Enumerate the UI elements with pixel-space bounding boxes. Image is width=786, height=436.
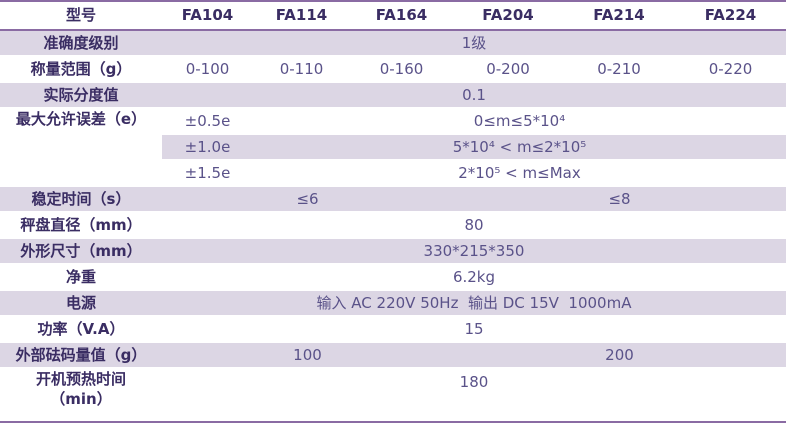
net-weight-label: 净重 — [0, 263, 162, 291]
row-division-value: 实际分度值 0.1 — [0, 81, 786, 109]
stability-time-high: ≤8 — [453, 185, 786, 213]
net-weight-value: 6.2kg — [162, 263, 786, 291]
spec-table: 型号 FA104 FA114 FA164 FA204 FA214 FA224 准… — [0, 0, 786, 423]
range-fa104: 0-100 — [162, 55, 253, 83]
max-error-condition-3: 2*10⁵ < m≤Max — [253, 159, 786, 187]
external-weight-low: 100 — [162, 341, 453, 369]
row-max-error-1: 最大允许误差（e） ±0.5e 0≤m≤5*10⁴ — [0, 107, 786, 187]
range-fa164: 0-160 — [350, 55, 453, 83]
power-rating-value: 15 — [162, 315, 786, 343]
stability-time-low: ≤6 — [162, 185, 453, 213]
row-power-rating: 功率（V.A） 15 — [0, 315, 786, 343]
power-supply-value: 输入 AC 220V 50Hz 输出 DC 15V 1000mA — [162, 289, 786, 317]
stability-time-label: 稳定时间（s） — [0, 185, 162, 213]
header-model-fa164: FA164 — [350, 1, 453, 31]
header-model-fa224: FA224 — [675, 1, 786, 31]
pan-diameter-label: 秤盘直径（mm） — [0, 211, 162, 239]
weighing-range-label: 称量范围（g） — [0, 55, 162, 83]
row-net-weight: 净重 6.2kg — [0, 263, 786, 291]
row-warmup-time: 开机预热时间 （min） 180 — [0, 367, 786, 423]
dimensions-label: 外形尺寸（mm） — [0, 237, 162, 265]
max-error-tolerance-1: ±0.5e — [162, 107, 253, 135]
power-rating-label: 功率（V.A） — [0, 315, 162, 343]
header-model-fa214: FA214 — [563, 1, 675, 31]
dimensions-value: 330*215*350 — [162, 237, 786, 265]
row-power-supply: 电源 输入 AC 220V 50Hz 输出 DC 15V 1000mA — [0, 289, 786, 317]
range-fa204: 0-200 — [453, 55, 563, 83]
accuracy-class-value: 1级 — [162, 29, 786, 57]
external-weight-high: 200 — [453, 341, 786, 369]
row-weighing-range: 称量范围（g） 0-100 0-110 0-160 0-200 0-210 0-… — [0, 55, 786, 83]
row-stability-time: 稳定时间（s） ≤6 ≤8 — [0, 185, 786, 213]
max-error-condition-1: 0≤m≤5*10⁴ — [253, 107, 786, 135]
accuracy-class-label: 准确度级别 — [0, 29, 162, 57]
row-max-error-3: ±1.5e 2*10⁵ < m≤Max — [0, 159, 786, 187]
pan-diameter-value: 80 — [162, 211, 786, 239]
header-model-fa204: FA204 — [453, 1, 563, 31]
row-max-error-2: ±1.0e 5*10⁴ < m≤2*10⁵ — [0, 133, 786, 161]
row-external-weight: 外部砝码量值（g） 100 200 — [0, 341, 786, 369]
power-supply-label: 电源 — [0, 289, 162, 317]
max-error-label: 最大允许误差（e） — [0, 107, 162, 187]
warmup-time-value: 180 — [162, 367, 786, 423]
header-row: 型号 FA104 FA114 FA164 FA204 FA214 FA224 — [0, 1, 786, 31]
header-label-model: 型号 — [0, 1, 162, 31]
warmup-time-label: 开机预热时间 （min） — [0, 367, 162, 423]
row-pan-diameter: 秤盘直径（mm） 80 — [0, 211, 786, 239]
header-model-fa114: FA114 — [253, 1, 350, 31]
external-weight-label: 外部砝码量值（g） — [0, 341, 162, 369]
max-error-condition-2: 5*10⁴ < m≤2*10⁵ — [253, 133, 786, 161]
max-error-tolerance-3: ±1.5e — [162, 159, 253, 187]
max-error-tolerance-2: ±1.0e — [162, 133, 253, 161]
header-model-fa104: FA104 — [162, 1, 253, 31]
division-value: 0.1 — [162, 81, 786, 109]
range-fa214: 0-210 — [563, 55, 675, 83]
range-fa114: 0-110 — [253, 55, 350, 83]
range-fa224: 0-220 — [675, 55, 786, 83]
row-dimensions: 外形尺寸（mm） 330*215*350 — [0, 237, 786, 265]
division-value-label: 实际分度值 — [0, 81, 162, 109]
row-accuracy-class: 准确度级别 1级 — [0, 29, 786, 57]
